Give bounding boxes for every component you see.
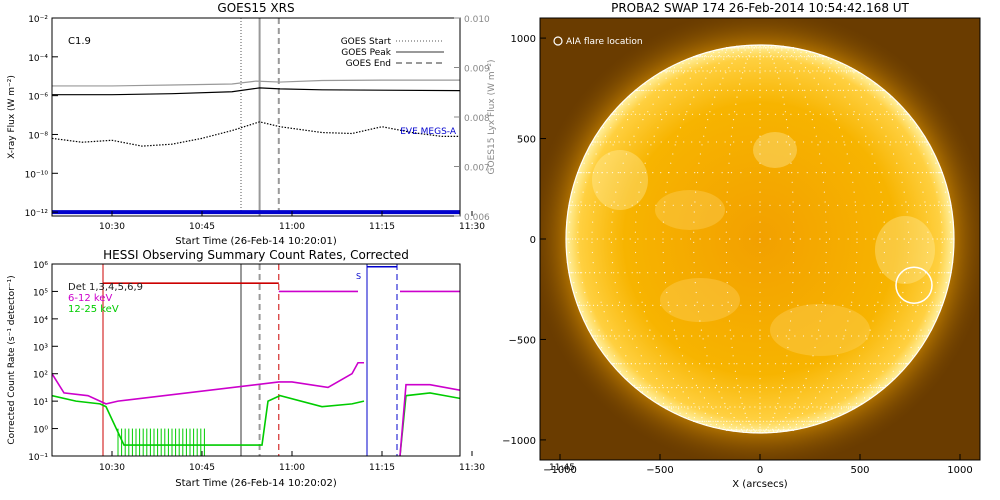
legend-aia-flare-location: AIA flare location (566, 37, 643, 47)
goes-x-label: Start Time (26-Feb-14 10:20:01) (175, 236, 337, 247)
hessi-y-label: Corrected Count Rate (s⁻¹ detector⁻¹) (7, 275, 17, 444)
goes-legend: GOES Start GOES Peak GOES End EVE MEGS-A (341, 37, 457, 137)
swap-y-tick-label: −1000 (502, 436, 536, 447)
hessi-y-tick-label: 10⁶ (33, 261, 48, 271)
hessi-panel: HESSI Observing Summary Count Rates, Cor… (7, 248, 575, 489)
swap-title: PROBA2 SWAP 174 26-Feb-2014 10:54:42.168… (611, 1, 909, 15)
goes-y-ticks-right: 0.010 0.009 0.008 0.007 0.006 (454, 15, 490, 223)
goes-y2-tick-label: 0.008 (464, 114, 490, 124)
hessi-x-tick-label: 11:15 (369, 463, 395, 473)
legend-eve-megs-a: EVE MEGS-A (400, 127, 457, 137)
hessi-y-tick-label: 10⁻¹ (28, 453, 48, 463)
swap-y-tick-label: −500 (509, 335, 536, 346)
sun-texture (592, 132, 935, 356)
swap-x-tick-label: −500 (646, 465, 673, 476)
hessi-legend: Det 1,3,4,5,6,9 6-12 keV 12-25 keV (68, 282, 143, 315)
swap-x-tick-label: 500 (850, 465, 869, 476)
legend-det: Det 1,3,4,5,6,9 (68, 282, 143, 293)
goes-y-tick-label: 10⁻⁴ (28, 54, 48, 64)
goes-series-1 (52, 79, 460, 87)
goes-y2-label: GOES15 Lyx Flux (W m⁻²) (487, 60, 497, 175)
goes-x-tick-label: 10:30 (99, 222, 125, 232)
hessi-green-recovery (399, 392, 460, 456)
goes-x-tick-label: 11:00 (279, 222, 305, 232)
swap-image: AIA flare location (540, 18, 980, 460)
goes-series-2 (52, 87, 460, 96)
goes-y-tick-label: 10⁻¹² (25, 209, 49, 219)
swap-x-tick-label: 1000 (947, 465, 972, 476)
hessi-x-ticks: 10:30 10:45 11:00 11:15 11:30 11:45 (99, 451, 575, 473)
goes-y2-tick-label: 0.009 (464, 65, 490, 75)
goes-flare-class: C1.9 (68, 36, 91, 47)
hessi-title: HESSI Observing Summary Count Rates, Cor… (103, 248, 409, 262)
goes-x-tick-label: 10:45 (189, 222, 215, 232)
hessi-series-2 (52, 394, 365, 446)
goes-y-label: X-ray Flux (W m⁻²) (7, 75, 17, 159)
hessi-y-tick-label: 10⁰ (33, 426, 48, 436)
hessi-x-tick-label: 11:45 (549, 463, 575, 473)
goes-y-tick-label: 10⁻² (28, 15, 48, 25)
goes-x-tick-label: 11:15 (369, 222, 395, 232)
goes-x-tick-label: 11:30 (459, 222, 485, 232)
goes-y-tick-label: 10⁻⁶ (28, 93, 48, 103)
hessi-x-tick-label: 10:30 (99, 463, 125, 473)
hessi-frame (51, 263, 461, 457)
goes-title: GOES15 XRS (217, 1, 294, 15)
swap-x-tick-label: −1000 (543, 465, 577, 476)
legend-goes-start: GOES Start (341, 37, 392, 47)
goes-xrs-panel: GOES15 XRS C1.9 10:30 10:45 11:00 11:15 11:3… (7, 1, 575, 247)
goes-y-tick-label: 10⁻⁸ (28, 131, 48, 141)
hessi-x-tick-label: 10:45 (189, 463, 215, 473)
hessi-s-label: S (356, 272, 361, 281)
hessi-series-1 (52, 361, 364, 405)
legend-goes-end: GOES End (346, 59, 391, 69)
goes-series-3 (52, 121, 460, 147)
goes-y2-tick-label: 0.006 (464, 213, 490, 223)
swap-panel: PROBA2 SWAP 174 26-Feb-2014 10:54:42.168… (502, 1, 981, 490)
goes-y-tick-label: 10⁻¹⁰ (25, 170, 49, 180)
hessi-y-tick-label: 10⁴ (33, 316, 48, 326)
legend-6-12kev: 6-12 keV (68, 293, 112, 304)
aia-flare-location-marker (895, 266, 933, 304)
legend-marker-icon (553, 36, 563, 46)
swap-y-tick-label: 500 (517, 135, 536, 146)
hessi-x-tick-label: 11:00 (279, 463, 305, 473)
hessi-y-tick-label: 10³ (33, 343, 48, 353)
hessi-y-ticks: 10⁶ 10⁵ 10⁴ 10³ 10² 10¹ 10⁰ 10⁻¹ (28, 261, 58, 463)
hessi-y-tick-label: 10¹ (33, 398, 48, 408)
swap-y-ticks: 1000 500 0 −500 −1000 (502, 34, 546, 447)
goes-y-ticks-left: 10⁻² 10⁻⁴ 10⁻⁶ 10⁻⁸ 10⁻¹⁰ 10⁻¹² (25, 15, 58, 219)
limb-circle (565, 44, 955, 434)
goes-y2-tick-label: 0.007 (464, 164, 490, 174)
hessi-y-tick-label: 10² (33, 371, 48, 381)
swap-x-tick-label: 0 (757, 465, 763, 476)
hessi-x-label: Start Time (26-Feb-14 10:20:02) (175, 478, 337, 489)
goes-frame (51, 17, 461, 217)
hessi-magenta-recovery (399, 383, 460, 456)
legend-goes-peak: GOES Peak (341, 48, 391, 58)
swap-x-ticks: −1000 −500 0 500 1000 (543, 454, 973, 476)
swap-y-tick-label: 0 (530, 235, 536, 246)
goes-plot-area (52, 18, 460, 216)
hessi-x-tick-label: 11:30 (459, 463, 485, 473)
hessi-plot-area (52, 264, 460, 456)
swap-y-tick-label: 1000 (511, 34, 536, 45)
hessi-y-tick-label: 10⁵ (33, 288, 48, 298)
legend-12-25kev: 12-25 keV (68, 304, 119, 315)
swap-x-label: X (arcsecs) (732, 479, 788, 490)
goes-y2-tick-label: 0.010 (464, 15, 490, 25)
